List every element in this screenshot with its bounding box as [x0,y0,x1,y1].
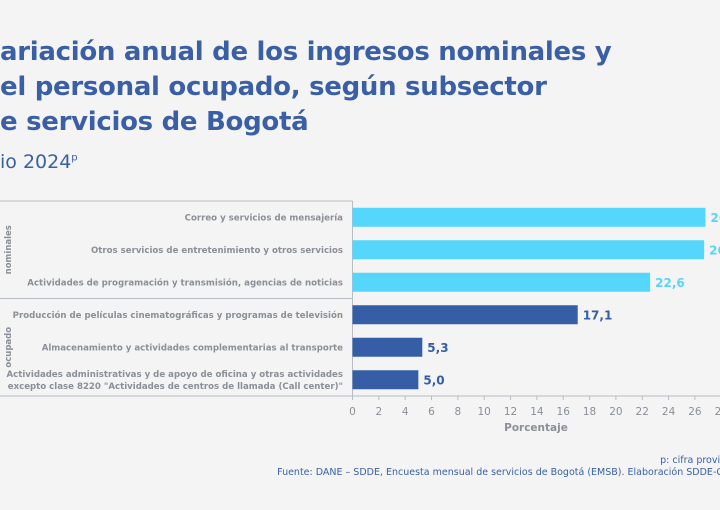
x-tick-label: 8 [455,406,462,418]
x-tick-label: 10 [478,406,491,418]
title-line: el personal ocupado, según subsector [0,72,547,102]
data-label: 22,6 [655,276,685,290]
x-tick-label: 6 [428,406,435,418]
data-label: 5,3 [427,341,448,355]
subtitle-text: io 2024 [0,151,72,173]
x-tick-label: 16 [557,406,571,418]
x-tick-label: 26 [688,406,702,418]
x-tick-label: 4 [402,406,409,418]
footnote: p: cifra provisional [660,455,720,466]
bar [352,272,651,292]
x-tick-label: 12 [504,406,517,418]
chart-title: ariación anual de los ingresos nominales… [0,35,612,140]
data-label: 5,0 [423,373,444,387]
x-tick-label: 20 [609,406,622,418]
bar [352,240,705,260]
x-tick-label: 2 [375,406,382,418]
source-note: Fuente: DANE – SDDE, Encuesta mensual de… [277,467,720,478]
x-tick-label: 14 [530,406,544,418]
data-label: 26,8 [710,211,720,225]
bar [352,305,578,325]
category-label: Otros servicios de entretenimiento y otr… [91,246,343,256]
x-axis-title: Porcentaje [504,422,568,434]
title-line: e servicios de Bogotá [0,107,309,137]
data-label: 17,1 [583,308,613,322]
x-tick-label: 18 [583,406,596,418]
group-label: ocupado [4,327,14,368]
bar [352,207,706,227]
category-label: Correo y servicios de mensajería [185,213,344,223]
x-tick-label: 24 [662,406,676,418]
category-label: Producción de películas cinematográficas… [13,310,343,321]
title-line: ariación anual de los ingresos nominales… [0,37,612,67]
bar [352,370,419,390]
category-label: Almacenamiento y actividades complementa… [42,343,343,353]
x-tick-label: 28 [715,406,720,418]
category-label: Actividades administrativas y de apoyo d… [6,370,343,392]
group-label: nominales [4,225,14,274]
chart-subtitle: io 2024p [0,151,78,173]
x-tick-label: 22 [636,406,649,418]
bar [352,337,423,357]
category-label: Actividades de programación y transmisió… [27,277,343,288]
data-label: 26,7 [709,243,720,257]
provisional-mark: p [71,152,78,164]
x-tick-label: 0 [349,406,356,418]
